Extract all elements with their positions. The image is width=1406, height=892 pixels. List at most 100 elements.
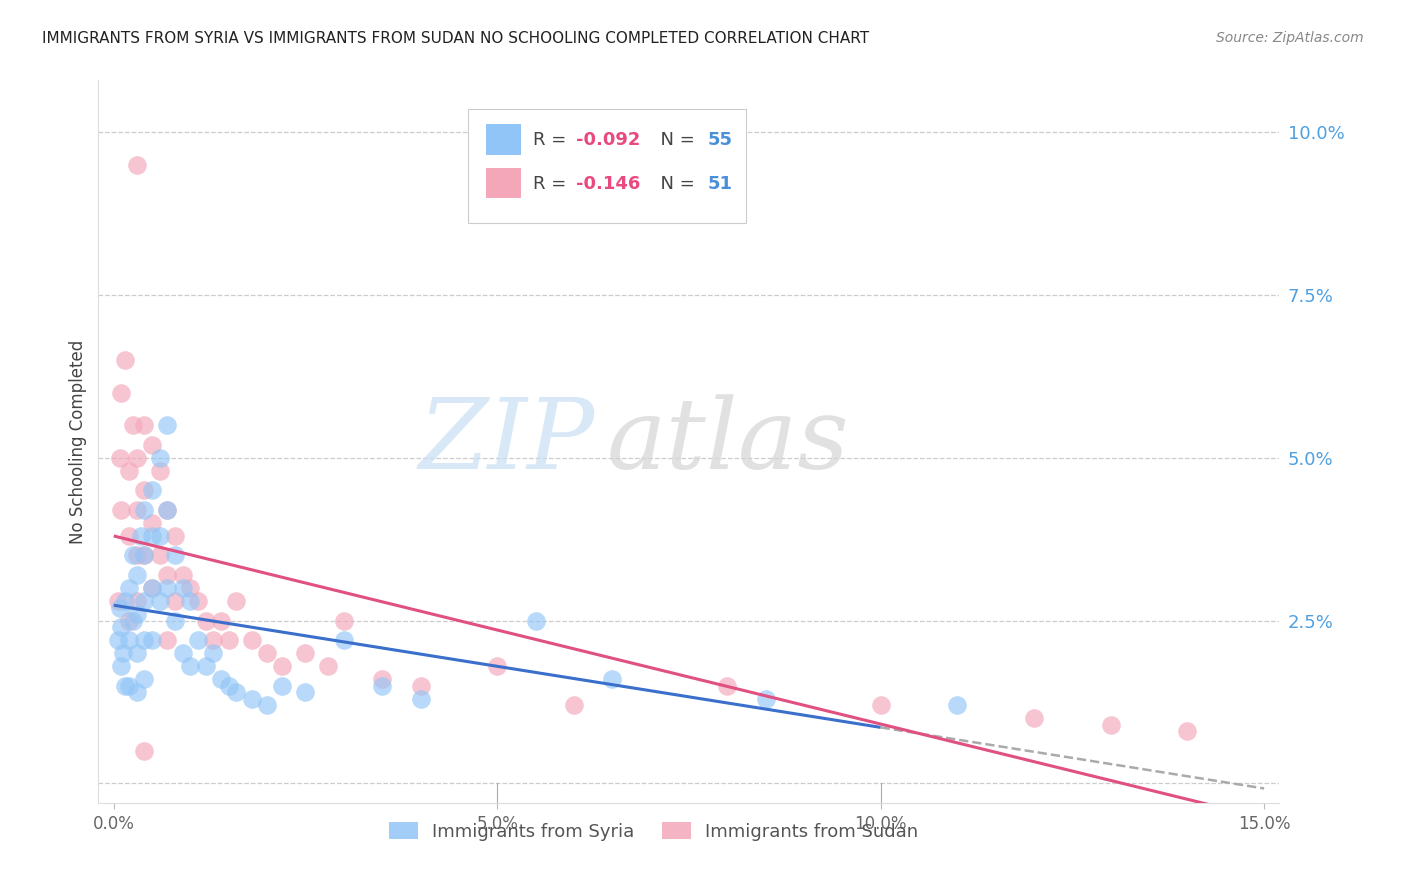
- Text: R =: R =: [533, 175, 572, 193]
- Point: [134, 418, 156, 433]
- Point: [187, 633, 209, 648]
- Point: [122, 418, 145, 433]
- Point: [256, 646, 278, 660]
- Point: [134, 549, 156, 563]
- FancyBboxPatch shape: [486, 168, 522, 198]
- Point: [209, 614, 232, 628]
- Point: [194, 659, 217, 673]
- Point: [172, 646, 194, 660]
- Point: [1177, 724, 1199, 739]
- Text: 51: 51: [707, 175, 733, 193]
- Text: -0.146: -0.146: [575, 175, 640, 193]
- Point: [165, 529, 187, 543]
- Point: [125, 503, 148, 517]
- Point: [141, 516, 163, 530]
- Point: [187, 594, 209, 608]
- Point: [141, 529, 163, 543]
- Point: [371, 679, 394, 693]
- Point: [149, 594, 172, 608]
- Point: [134, 744, 156, 758]
- Point: [110, 659, 132, 673]
- Point: [107, 594, 129, 608]
- Point: [118, 679, 141, 693]
- Point: [218, 633, 240, 648]
- Point: [156, 581, 179, 595]
- Point: [110, 503, 132, 517]
- Point: [318, 659, 340, 673]
- Point: [125, 607, 148, 621]
- Point: [271, 659, 294, 673]
- FancyBboxPatch shape: [468, 109, 745, 223]
- Text: R =: R =: [533, 131, 572, 149]
- Point: [118, 633, 141, 648]
- Point: [209, 672, 232, 686]
- Point: [409, 679, 432, 693]
- Point: [108, 450, 131, 465]
- Point: [156, 503, 179, 517]
- Point: [125, 568, 148, 582]
- Text: IMMIGRANTS FROM SYRIA VS IMMIGRANTS FROM SUDAN NO SCHOOLING COMPLETED CORRELATIO: IMMIGRANTS FROM SYRIA VS IMMIGRANTS FROM…: [42, 31, 869, 46]
- Point: [600, 672, 623, 686]
- Text: N =: N =: [648, 131, 700, 149]
- Legend: Immigrants from Syria, Immigrants from Sudan: Immigrants from Syria, Immigrants from S…: [381, 815, 925, 848]
- Point: [156, 418, 179, 433]
- Point: [141, 633, 163, 648]
- Point: [114, 679, 136, 693]
- Point: [371, 672, 394, 686]
- Text: Source: ZipAtlas.com: Source: ZipAtlas.com: [1216, 31, 1364, 45]
- Point: [125, 685, 148, 699]
- Point: [118, 614, 141, 628]
- Point: [149, 529, 172, 543]
- Point: [333, 633, 356, 648]
- Point: [755, 691, 778, 706]
- Point: [141, 581, 163, 595]
- Point: [240, 691, 263, 706]
- Point: [122, 549, 145, 563]
- Point: [125, 549, 148, 563]
- Point: [202, 646, 225, 660]
- Point: [141, 581, 163, 595]
- Point: [110, 385, 132, 400]
- Point: [118, 581, 141, 595]
- Point: [134, 503, 156, 517]
- Point: [125, 158, 148, 172]
- Point: [524, 614, 547, 628]
- Point: [107, 633, 129, 648]
- Point: [165, 594, 187, 608]
- Point: [125, 594, 148, 608]
- Point: [149, 464, 172, 478]
- Point: [110, 620, 132, 634]
- Point: [271, 679, 294, 693]
- Point: [149, 450, 172, 465]
- Point: [294, 685, 316, 699]
- Point: [172, 581, 194, 595]
- Point: [333, 614, 356, 628]
- Text: -0.092: -0.092: [575, 131, 640, 149]
- Point: [134, 594, 156, 608]
- Point: [194, 614, 217, 628]
- Point: [1099, 717, 1122, 731]
- Point: [240, 633, 263, 648]
- Point: [141, 438, 163, 452]
- Point: [118, 464, 141, 478]
- Point: [149, 549, 172, 563]
- Point: [294, 646, 316, 660]
- Y-axis label: No Schooling Completed: No Schooling Completed: [69, 340, 87, 543]
- Point: [134, 483, 156, 498]
- Point: [114, 594, 136, 608]
- Point: [114, 353, 136, 368]
- Point: [122, 614, 145, 628]
- Point: [125, 646, 148, 660]
- Point: [256, 698, 278, 713]
- Point: [134, 549, 156, 563]
- Point: [716, 679, 738, 693]
- Point: [165, 549, 187, 563]
- Point: [141, 483, 163, 498]
- Point: [108, 600, 131, 615]
- Point: [202, 633, 225, 648]
- Point: [156, 633, 179, 648]
- Point: [409, 691, 432, 706]
- Point: [218, 679, 240, 693]
- Point: [118, 529, 141, 543]
- Point: [111, 646, 134, 660]
